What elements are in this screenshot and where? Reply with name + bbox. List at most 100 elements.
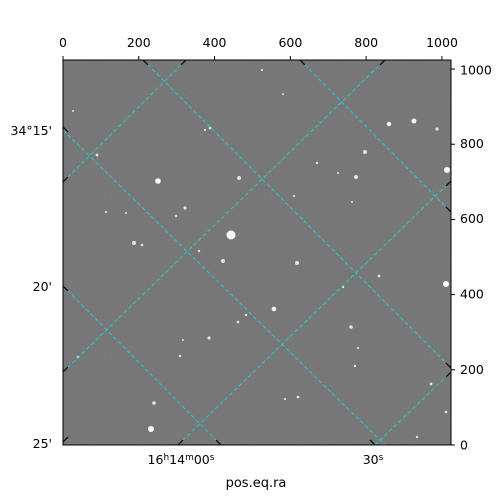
star [271,306,277,312]
world-tick [62,176,69,183]
right-tick-label: 1000 [460,63,492,78]
world-tick [369,439,376,446]
star [140,243,144,247]
grid-line [63,285,222,445]
ra-axis-labels: 16h14m00s 30s [148,452,384,467]
sky-image [63,60,451,445]
right-tick-label: 400 [460,287,484,302]
star [296,395,300,399]
pixel-axis-ticks [62,56,455,446]
image-noise [63,60,451,445]
dec-tick-label: 25' [33,436,52,451]
star [315,161,319,165]
world-tick [177,439,184,446]
star [72,110,74,112]
top-tick-label: 400 [203,35,227,50]
star [207,336,211,340]
world-tick [180,59,187,66]
right-tick-label: 800 [460,136,484,151]
dec-tick-label: 34°15' [11,123,53,138]
star [260,68,264,72]
world-axis-ticks [62,59,452,446]
grid-line [63,60,386,373]
star [125,212,127,214]
world-tick [445,180,452,187]
star [295,261,299,265]
star [353,364,357,368]
world-tick [215,439,222,446]
coordinate-grid [63,60,451,445]
star-field [72,68,450,439]
grid-line [142,60,451,369]
star [363,150,367,154]
star [282,93,284,95]
dec-tick-label: 20' [33,279,52,294]
right-tick-label: 0 [460,438,468,453]
star [203,128,207,132]
star [283,397,287,401]
star [411,118,417,124]
right-tick-label: 600 [460,211,484,226]
star [197,249,201,253]
star [174,214,178,218]
star [221,259,225,263]
star [236,320,240,324]
top-tick-label: 600 [278,35,302,50]
star [95,153,99,157]
star [237,176,241,180]
grid-line [374,371,451,445]
star [292,194,296,198]
right-axis-labels: 0 200 400 600 800 1000 [460,63,492,453]
world-tick [445,362,452,369]
star [337,172,339,174]
star [444,167,450,173]
star [349,325,353,329]
star [386,121,392,127]
dec-axis-labels: 34°15' 20' 25' [11,123,53,451]
star [244,313,248,317]
grid-line [63,129,386,445]
world-tick [299,59,306,66]
top-tick-label: 800 [354,35,378,50]
star [155,178,161,184]
star [182,339,184,341]
ra-tick-label: 30s [363,452,384,467]
star [443,281,449,287]
star [132,241,136,245]
star [226,230,236,240]
star [354,175,358,179]
world-tick [62,285,69,292]
star [183,206,187,210]
world-tick [445,206,452,213]
grid-line [177,180,451,445]
star [208,126,212,130]
world-tick [445,371,452,378]
star [152,401,156,405]
grid-line [63,60,187,183]
top-tick-label: 1000 [426,35,458,50]
star [351,201,353,203]
top-axis-labels: 0 200 400 600 800 1000 [59,35,458,50]
world-tick [142,59,149,66]
star [148,426,154,432]
star [429,382,433,386]
star [435,127,439,131]
star [356,346,360,350]
world-tick [62,126,69,133]
x-axis-title: pos.eq.ra [226,476,287,491]
image-frame [62,59,452,446]
right-tick-label: 200 [460,362,484,377]
grid-line [299,60,451,213]
star [178,354,182,358]
star [415,435,419,439]
star [444,410,448,414]
top-tick-label: 0 [59,35,67,50]
star [377,274,381,278]
world-tick [62,366,69,373]
world-tick [62,436,69,443]
top-tick-label: 200 [127,35,151,50]
star [104,210,108,214]
ra-tick-label: 16h14m00s [148,452,215,467]
world-tick [379,59,386,66]
